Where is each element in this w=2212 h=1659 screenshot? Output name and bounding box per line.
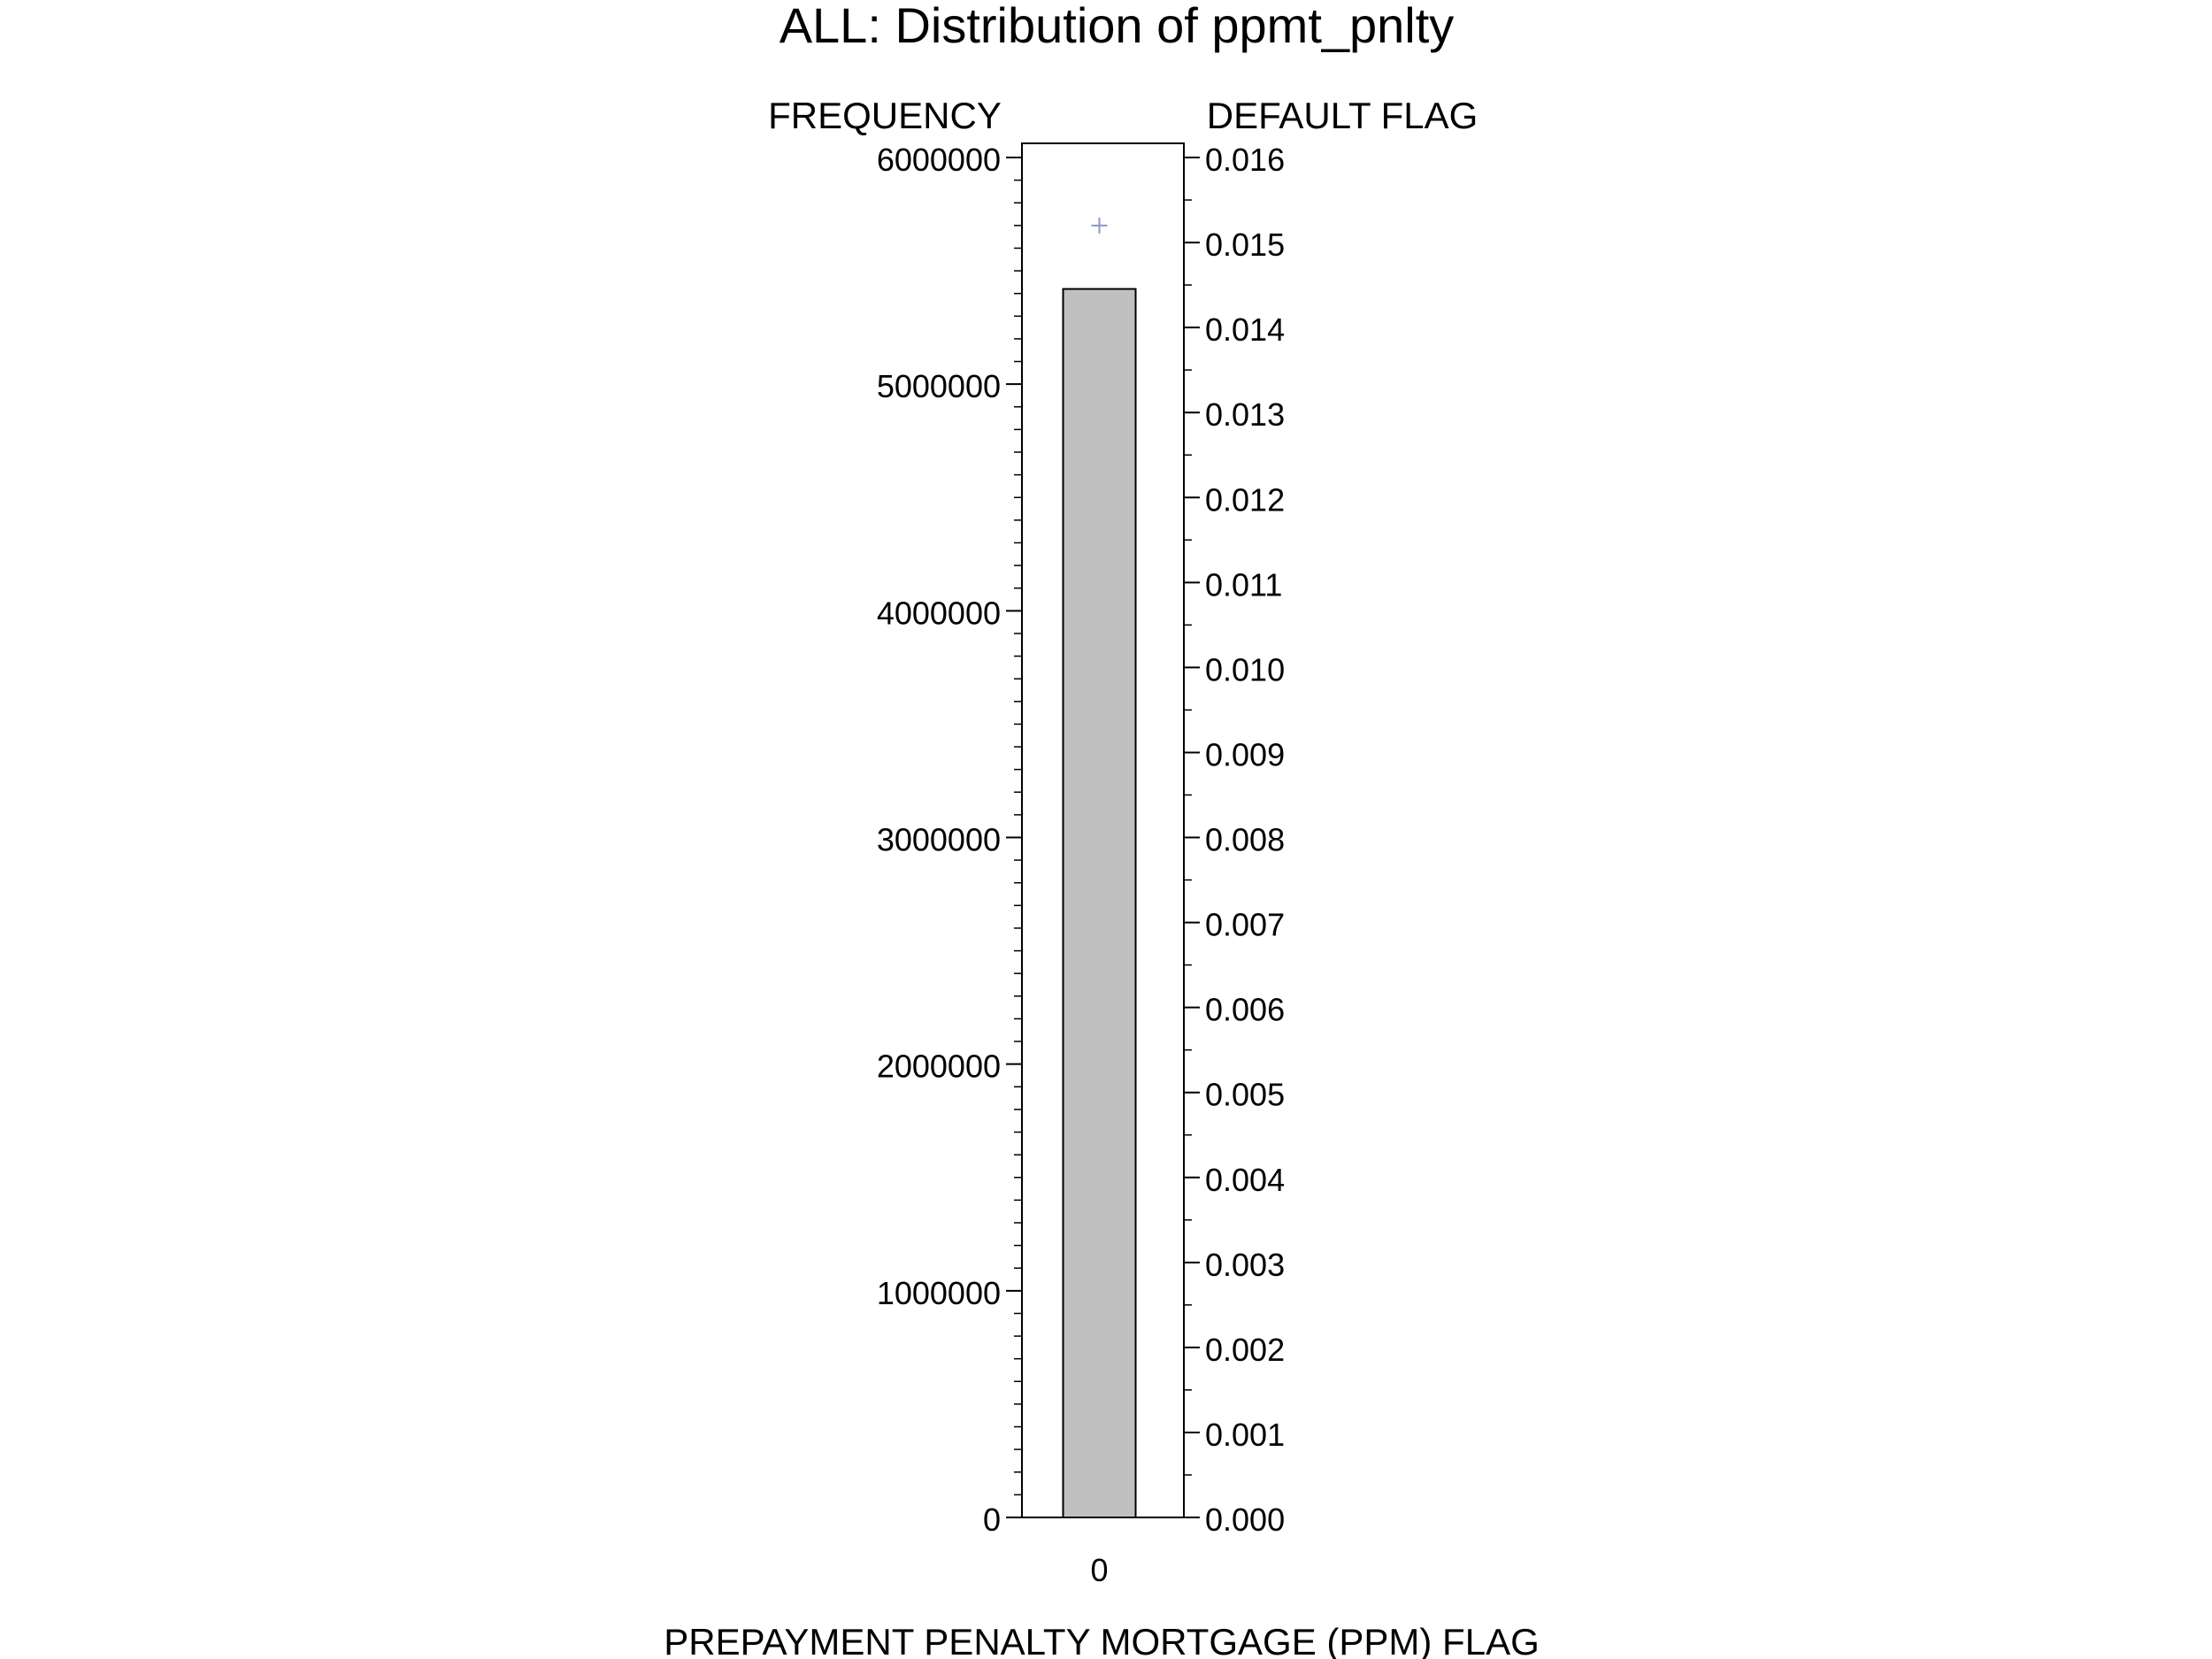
right-tick-label: 0.000 (1205, 1502, 1285, 1538)
left-tick-label: 3000000 (877, 822, 1001, 858)
right-tick-label: 0.010 (1205, 651, 1285, 687)
left-axis-label: FREQUENCY (768, 95, 1002, 136)
left-tick-label: 1000000 (877, 1275, 1001, 1311)
x-tick-label: 0 (1090, 1552, 1108, 1588)
right-axis-label: DEFAULT FLAG (1207, 95, 1479, 136)
right-tick-label: 0.006 (1205, 992, 1285, 1028)
x-axis-label: PREPAYMENT PENALTY MORTGAGE (PPM) FLAG (664, 1621, 1540, 1659)
right-tick-label: 0.007 (1205, 907, 1285, 943)
right-tick-label: 0.015 (1205, 227, 1285, 263)
right-tick-label: 0.005 (1205, 1077, 1285, 1113)
chart-marks (1062, 217, 1137, 1518)
right-tick-label: 0.013 (1205, 396, 1285, 433)
left-tick-label: 6000000 (877, 142, 1001, 178)
right-tick-label: 0.009 (1205, 736, 1285, 772)
left-tick-label: 0 (983, 1502, 1001, 1538)
default-flag-marker (1091, 217, 1108, 234)
right-axis: 0.000 0.001 0.002 0.003 0.004 0.005 0.006 0.007… (1184, 142, 1285, 1538)
left-axis: 0 1000000 2000000 3000000 4000000 5000000 6000… (877, 142, 1022, 1538)
right-tick-label: 0.004 (1205, 1162, 1285, 1198)
x-axis-ticks: 0 (1090, 1552, 1108, 1588)
right-tick-label: 0.016 (1205, 142, 1285, 178)
right-tick-label: 0.003 (1205, 1247, 1285, 1283)
right-tick-label: 0.012 (1205, 481, 1285, 518)
right-tick-label: 0.014 (1205, 311, 1285, 348)
right-tick-label: 0.011 (1205, 566, 1282, 603)
left-tick-label: 2000000 (877, 1048, 1001, 1085)
right-tick-label: 0.002 (1205, 1332, 1285, 1368)
left-tick-label: 5000000 (877, 368, 1001, 404)
right-tick-label: 0.001 (1205, 1417, 1285, 1453)
right-tick-label: 0.008 (1205, 822, 1285, 858)
frequency-bar (1062, 288, 1137, 1518)
left-tick-label: 4000000 (877, 595, 1001, 631)
chart-title: ALL: Distribution of ppmt_pnlty (780, 0, 1455, 53)
